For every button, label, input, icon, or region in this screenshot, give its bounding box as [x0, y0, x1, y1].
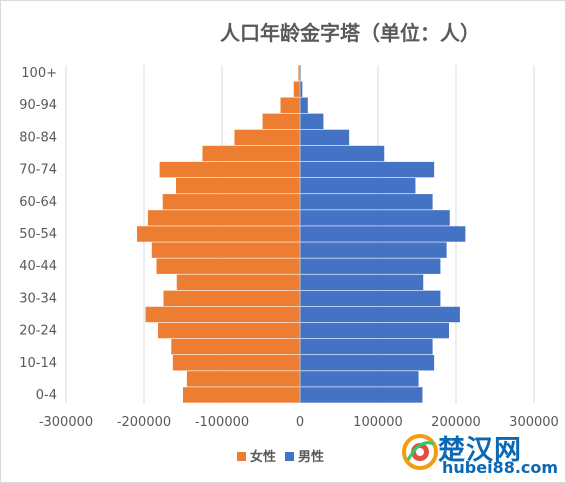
x-tick-label-6: 300000: [509, 415, 559, 430]
x-tick-label-2: -100000: [195, 415, 249, 430]
bar-male-10-14: [300, 355, 435, 371]
bar-female-55-59: [147, 210, 300, 226]
bar-female-0-4: [183, 387, 300, 403]
bar-male-60-64: [300, 194, 433, 210]
y-tick-label-40-44: 40-44: [19, 259, 57, 274]
y-tick-label-50-54: 50-54: [19, 227, 57, 242]
bar-male-50-54: [300, 226, 466, 242]
y-tick-label-0-4: 0-4: [36, 388, 57, 403]
bar-male-30-34: [300, 290, 441, 307]
y-axis: 0-4 10-14 20-24 30-34 40-44 50-54 60-64 70-74 80…: [19, 65, 301, 403]
bar-female-60-64: [162, 194, 300, 210]
chart-title: 人口年龄金字塔（单位：人）: [220, 21, 480, 45]
watermark-logo-icon: [402, 434, 438, 470]
y-tick-label-100+: 100+: [21, 66, 57, 81]
legend-swatch-female: [237, 452, 246, 461]
bar-male-80-84: [300, 129, 350, 146]
watermark: 楚汉网 hubei88.com: [400, 428, 560, 478]
bar-female-20-24: [158, 322, 300, 339]
bar-female-40-44: [156, 258, 300, 274]
x-tick-label-5: 200000: [431, 415, 481, 430]
bar-female-50-54: [136, 226, 300, 242]
legend-label-male: 男性: [298, 449, 324, 465]
y-tick-label-70-74: 70-74: [19, 163, 57, 178]
bar-female-5-9: [186, 371, 300, 387]
bar-male-20-24: [300, 322, 449, 339]
x-tick-label-1: -200000: [117, 415, 171, 430]
bar-male-45-49: [300, 242, 447, 258]
x-tick-label-0: -300000: [39, 415, 93, 430]
legend: 女性 男性: [237, 449, 324, 465]
bar-female-65-69: [175, 177, 300, 194]
bar-female-95-99: [293, 81, 300, 97]
bar-male-5-9: [300, 371, 419, 387]
y-tick-label-80-84: 80-84: [19, 130, 57, 145]
bar-female-75-79: [202, 145, 300, 162]
bar-male-55-59: [300, 210, 450, 226]
bar-male-25-29: [300, 306, 460, 323]
bar-male-90-94: [300, 97, 308, 113]
bar-female-15-19: [171, 338, 300, 355]
bar-male-65-69: [300, 177, 416, 194]
bar-male-95-99: [300, 81, 303, 97]
y-tick-label-30-34: 30-34: [19, 291, 57, 306]
legend-label-female: 女性: [250, 449, 276, 465]
x-tick-label-3: 0: [296, 415, 304, 430]
legend-swatch-male: [285, 452, 294, 461]
bar-female-70-74: [159, 161, 300, 178]
bar-male-70-74: [300, 161, 435, 178]
bar-male-15-19: [300, 338, 433, 355]
x-axis: -300000 -200000 -100000 0 100000 200000 300000: [39, 415, 559, 430]
bar-male-35-39: [300, 274, 424, 291]
watermark-site-name: 楚汉网: [438, 435, 522, 466]
bar-female-90-94: [280, 97, 300, 113]
bar-male-0-4: [300, 387, 423, 403]
bar-female-80-84: [234, 129, 300, 146]
bar-female-35-39: [176, 274, 300, 291]
bar-female-100+: [298, 65, 300, 81]
y-tick-label-10-14: 10-14: [19, 356, 57, 371]
bar-female-30-34: [163, 290, 300, 307]
bar-female-25-29: [145, 306, 300, 323]
y-tick-label-20-24: 20-24: [19, 324, 57, 339]
bar-male-85-89: [300, 113, 324, 130]
bar-male-75-79: [300, 145, 385, 162]
bar-female-85-89: [262, 113, 300, 130]
bars: [136, 65, 466, 403]
bar-female-10-14: [172, 355, 300, 371]
watermark-site-url: hubei88.com: [442, 458, 559, 477]
y-tick-label-90-94: 90-94: [19, 98, 57, 113]
y-tick-label-60-64: 60-64: [19, 195, 57, 210]
bar-female-45-49: [151, 242, 300, 258]
bar-male-40-44: [300, 258, 441, 274]
x-tick-label-4: 100000: [353, 415, 403, 430]
